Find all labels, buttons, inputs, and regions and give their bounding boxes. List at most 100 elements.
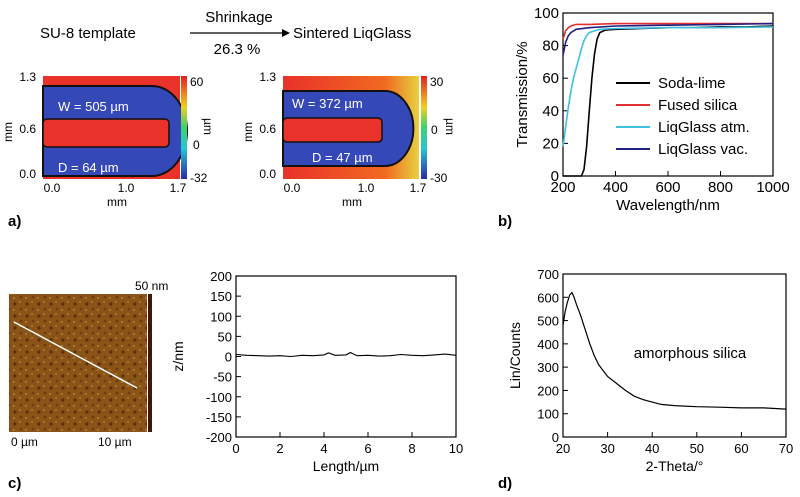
transmission-ytick-label: 100 bbox=[534, 5, 559, 22]
afm_profile-ytick-label: -200 bbox=[206, 430, 232, 445]
left-cbar-tick-mid: 0 bbox=[193, 138, 200, 152]
xrd-xtick-label: 50 bbox=[690, 441, 704, 456]
xrd-xtick-label: 30 bbox=[600, 441, 614, 456]
afm_profile-ytick-label: 200 bbox=[210, 269, 232, 284]
left-ylabel: mm bbox=[1, 122, 15, 142]
right-cbar-unit: µm bbox=[443, 118, 457, 135]
afm-scale-top: 50 nm bbox=[135, 279, 168, 293]
right-cbar-tick-mid: 0 bbox=[431, 123, 438, 137]
xrd-series-xrd bbox=[562, 291, 787, 410]
afm_profile-xtick-label: 4 bbox=[320, 441, 327, 456]
afm-x-left: 0 µm bbox=[11, 435, 38, 449]
left-cbar-tick-bottom: -32 bbox=[190, 171, 208, 185]
xrd-plot-frame bbox=[562, 273, 787, 438]
transmission-ytick-label: 40 bbox=[542, 103, 559, 120]
afm_profile-ytick-label: -50 bbox=[213, 370, 232, 385]
right-ytick-bottom: 0.0 bbox=[259, 167, 276, 181]
transmission-xtick-label: 200 bbox=[550, 179, 575, 196]
afm_profile-ylabel: z/nm bbox=[170, 341, 186, 371]
left-ytick-bottom: 0.0 bbox=[19, 167, 36, 181]
right-xtick-0: 0.0 bbox=[284, 181, 301, 195]
transmission-ytick-label: 60 bbox=[542, 70, 559, 87]
afm-x-right: 10 µm bbox=[98, 435, 132, 449]
afm_profile-xtick-label: 2 bbox=[276, 441, 283, 456]
afm_profile-xlabel: Length/µm bbox=[313, 458, 379, 474]
right-xtick-1: 1.0 bbox=[358, 181, 375, 195]
left-height-map: W = 505 µm D = 64 µm 60 0 -32 µm 1.3 0.6… bbox=[1, 70, 215, 209]
xrd-xtick-label: 40 bbox=[645, 441, 659, 456]
transmission-xtick-label: 1000 bbox=[756, 179, 789, 196]
afm_profile-xtick-label: 8 bbox=[408, 441, 415, 456]
transmission-series-liqglass-atm- bbox=[562, 26, 774, 147]
transmission-ylabel: Transmission/% bbox=[514, 41, 531, 147]
left-xtick-1: 1.0 bbox=[118, 181, 135, 195]
legend-label: Fused silica bbox=[658, 97, 738, 114]
left-colorbar bbox=[181, 76, 187, 179]
afm_profile-series-profile bbox=[235, 351, 457, 358]
transmission-xtick-label: 400 bbox=[603, 179, 628, 196]
legend-label: LiqGlass atm. bbox=[658, 119, 750, 136]
legend-label: Soda-lime bbox=[658, 75, 726, 92]
afm_profile-ytick-label: 100 bbox=[210, 309, 232, 324]
left-xtick-2: 1.7 bbox=[170, 181, 187, 195]
xrd-xlabel: 2-Theta/° bbox=[646, 458, 704, 474]
xrd-xtick-label: 60 bbox=[734, 441, 748, 456]
afm-colorbar bbox=[148, 294, 152, 432]
afm-image-area bbox=[9, 294, 147, 432]
chart-xrd: 20 30 40 50 60 70 700 600 500 400 300 200 100 0 2-Thet… bbox=[507, 267, 793, 474]
right-title: Sintered LiqGlass bbox=[293, 25, 411, 42]
xrd-annotation: amorphous silica bbox=[634, 345, 747, 362]
right-cbar-tick-bottom: -30 bbox=[430, 171, 448, 185]
left-cbar-unit: µm bbox=[201, 118, 215, 135]
right-ylabel: mm bbox=[241, 122, 255, 142]
transmission-ytick-label: 20 bbox=[542, 135, 559, 152]
left-depth-label: D = 64 µm bbox=[58, 160, 119, 175]
panel-label-b: b) bbox=[498, 213, 512, 230]
xrd-ytick-label: 400 bbox=[537, 337, 559, 352]
xrd-xtick-label: 70 bbox=[779, 441, 793, 456]
right-ytick-top: 1.3 bbox=[259, 70, 276, 84]
afm-scan-line bbox=[13, 321, 138, 389]
transmission-ytick-label: 80 bbox=[542, 38, 559, 55]
afm_profile-ytick-label: -150 bbox=[206, 410, 232, 425]
panel-a: SU-8 template Sintered LiqGlass Shrinkag… bbox=[1, 9, 457, 230]
transmission-xtick-label: 800 bbox=[708, 179, 733, 196]
left-xtick-0: 0.0 bbox=[44, 181, 61, 195]
afm-image: 50 nm 0 µm 10 µm bbox=[9, 279, 168, 449]
left-ytick-mid: 0.6 bbox=[19, 122, 36, 136]
xrd-ytick-label: 100 bbox=[537, 407, 559, 422]
arrow-bottom-label: 26.3 % bbox=[214, 41, 261, 58]
afm_profile-ytick-label: 0 bbox=[225, 350, 232, 365]
right-xlabel: mm bbox=[342, 195, 362, 209]
legend-label: LiqGlass vac. bbox=[658, 141, 748, 158]
transmission-xlabel: Wavelength/nm bbox=[616, 197, 720, 214]
afm_profile-xtick-label: 10 bbox=[449, 441, 463, 456]
left-cbar-tick-top: 60 bbox=[190, 75, 204, 89]
xrd-ytick-label: 700 bbox=[537, 267, 559, 282]
left-width-label: W = 505 µm bbox=[58, 99, 129, 114]
xrd-xtick-label: 20 bbox=[556, 441, 570, 456]
afm_profile-ytick-label: 150 bbox=[210, 289, 232, 304]
chart-afm-profile: 0 2 4 6 8 10 200 150 100 50 0 -50 -100 -150 -200 Length… bbox=[170, 269, 463, 474]
right-center-ridge bbox=[282, 117, 383, 143]
right-colorbar bbox=[421, 76, 427, 179]
transmission-ytick-label: 0 bbox=[551, 168, 559, 185]
transmission-series-liqglass-vac- bbox=[562, 22, 774, 56]
xrd-ytick-label: 600 bbox=[537, 290, 559, 305]
xrd-ytick-label: 0 bbox=[552, 430, 559, 445]
right-cbar-tick-top: 30 bbox=[430, 75, 444, 89]
afm_profile-xtick-label: 6 bbox=[364, 441, 371, 456]
right-width-label: W = 372 µm bbox=[292, 96, 363, 111]
xrd-ytick-label: 300 bbox=[537, 360, 559, 375]
xrd-ytick-label: 500 bbox=[537, 314, 559, 329]
arrow-top-label: Shrinkage bbox=[205, 9, 273, 26]
panel-label-a: a) bbox=[8, 213, 21, 230]
right-xtick-2: 1.7 bbox=[410, 181, 427, 195]
transmission-series-fused-silica bbox=[562, 22, 773, 40]
transmission-xtick-label: 600 bbox=[655, 179, 680, 196]
arrow-head-icon bbox=[282, 29, 290, 37]
afm_profile-xtick-label: 0 bbox=[232, 441, 239, 456]
panel-label-c: c) bbox=[8, 475, 21, 492]
right-ytick-mid: 0.6 bbox=[259, 122, 276, 136]
panel-label-d: d) bbox=[498, 475, 512, 492]
